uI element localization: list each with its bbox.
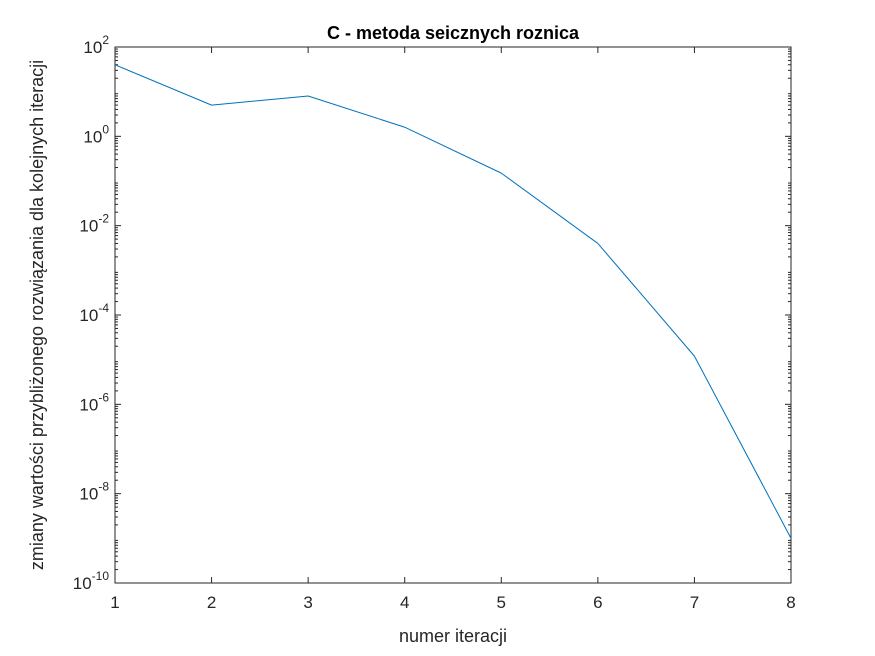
y-tick-label: 10-6 <box>79 390 109 414</box>
y-tick-label-base: 10 <box>83 127 102 146</box>
y-tick-label-exponent: -6 <box>98 390 109 404</box>
data-point <box>211 104 213 106</box>
y-tick-label: 100 <box>83 122 109 146</box>
y-tick-label-base: 10 <box>79 217 98 236</box>
x-tick-label: 3 <box>303 593 312 612</box>
y-tick-label: 10-8 <box>79 480 109 504</box>
y-tick-label-base: 10 <box>73 574 92 593</box>
y-axis-label: zmiany wartości przybliżonego rozwiązani… <box>27 60 47 570</box>
x-tick-label: 1 <box>110 593 119 612</box>
data-point <box>597 242 599 244</box>
data-point <box>114 64 116 66</box>
x-tick-label: 6 <box>593 593 602 612</box>
y-tick-label: 102 <box>83 33 109 57</box>
y-tick-label-exponent: -2 <box>98 212 109 226</box>
axes-box <box>114 46 792 584</box>
y-tick-label: 10-10 <box>73 569 110 593</box>
plot-area <box>114 46 792 584</box>
chart-title: C - metoda seicznych roznica <box>327 23 580 43</box>
x-tick-label: 4 <box>400 593 409 612</box>
y-tick-label-base: 10 <box>79 306 98 325</box>
data-point <box>790 537 792 539</box>
y-tick-label-exponent: -8 <box>98 480 109 494</box>
y-tick-label-base: 10 <box>79 395 98 414</box>
data-point <box>307 95 309 97</box>
series-layer <box>114 64 792 539</box>
series-line <box>114 64 792 539</box>
y-tick-label: 10-4 <box>79 301 109 325</box>
major-ticks <box>114 46 792 584</box>
y-tick-label-exponent: -10 <box>92 569 110 583</box>
data-point <box>500 172 502 174</box>
x-tick-label: 8 <box>786 593 795 612</box>
y-tick-label: 10-2 <box>79 212 109 236</box>
x-tick-label: 2 <box>207 593 216 612</box>
x-tick-label: 5 <box>497 593 506 612</box>
data-point <box>404 126 406 128</box>
y-tick-label-base: 10 <box>83 38 102 57</box>
y-tick-label-exponent: -4 <box>98 301 109 315</box>
x-tick-label: 7 <box>690 593 699 612</box>
y-tick-label-base: 10 <box>79 485 98 504</box>
y-tick-label-exponent: 0 <box>102 122 109 136</box>
x-tick-labels: 1 2 3 4 5 6 7 8 <box>110 593 795 612</box>
minor-ticks <box>115 48 791 571</box>
x-axis-label: numer iteracji <box>399 626 507 646</box>
data-point <box>693 355 695 357</box>
y-tick-label-exponent: 2 <box>102 33 109 47</box>
